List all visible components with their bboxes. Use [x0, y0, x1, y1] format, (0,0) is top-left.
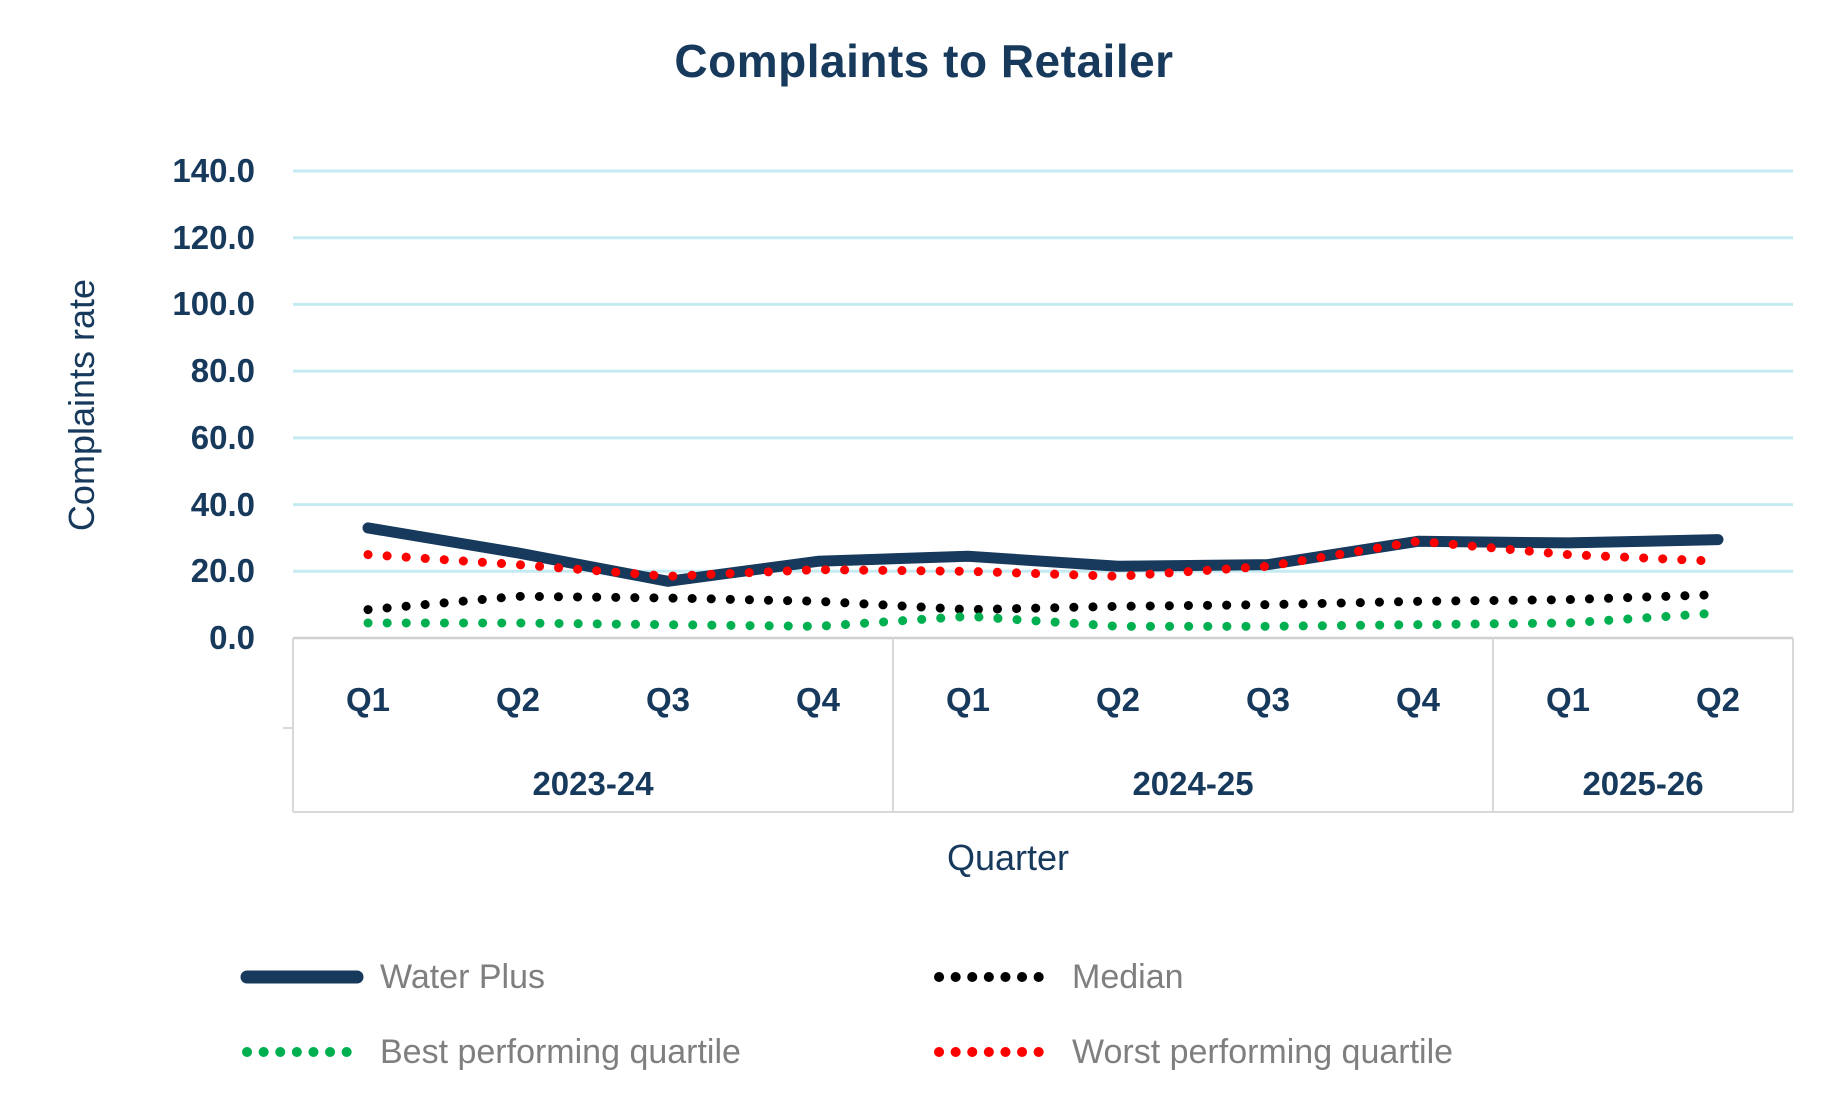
legend-label: Water Plus [380, 957, 546, 996]
series-line-median [363, 590, 1723, 615]
y-tick-label: 0.0 [209, 619, 255, 656]
series-line-water-plus [362, 522, 1724, 587]
y-tick-label: 20.0 [190, 552, 255, 590]
y-tick-label: 120.0 [172, 218, 255, 256]
x-tick-label: Q3 [645, 681, 691, 718]
year-group-label: 2025-26 [1582, 765, 1704, 802]
x-tick-label: Q4 [1395, 681, 1441, 718]
legend-swatch-dotted-line [934, 972, 1054, 982]
year-group-label: 2023-24 [532, 765, 654, 802]
x-tick-label: Q4 [795, 681, 841, 718]
legend-item-water-plus: Water Plus [240, 957, 545, 997]
legend-item-best-performing-quartile: Best performing quartile [240, 1032, 741, 1072]
series-line-worst-performing-quartile [363, 536, 1723, 581]
legend-label: Worst performing quartile [1072, 1032, 1454, 1071]
y-tick-label: 40.0 [190, 485, 255, 523]
legend-label: Best performing quartile [380, 1032, 741, 1071]
x-tick-label: Q2 [1695, 681, 1741, 718]
x-axis-title: Quarter [946, 837, 1070, 878]
series-line-best-performing-quartile [363, 608, 1723, 631]
legend-swatch-dotted-line [934, 1047, 1054, 1057]
year-group-label: 2024-25 [1132, 765, 1254, 802]
x-tick-label: Q1 [945, 681, 991, 718]
x-tick-label: Q2 [1095, 681, 1141, 718]
y-tick-label: 80.0 [190, 352, 255, 390]
y-tick-label: 140.0 [172, 152, 255, 189]
legend-item-median: Median [932, 957, 1184, 997]
x-tick-label: Q1 [1545, 681, 1591, 718]
y-tick-label: 60.0 [190, 418, 255, 456]
chart-title: Complaints to Retailer [674, 35, 1174, 87]
x-tick-label: Q3 [1245, 681, 1291, 718]
x-tick-label: Q2 [495, 681, 541, 718]
y-tick-label: 100.0 [172, 285, 255, 323]
legend-item-worst-performing-quartile: Worst performing quartile [932, 1032, 1453, 1072]
x-tick-label: Q1 [345, 681, 391, 718]
legend-label: Median [1072, 957, 1184, 996]
legend-swatch-solid-line [240, 970, 364, 984]
y-axis-title: Complaints rate [61, 278, 102, 532]
legend-swatch-dotted-line [242, 1047, 362, 1057]
